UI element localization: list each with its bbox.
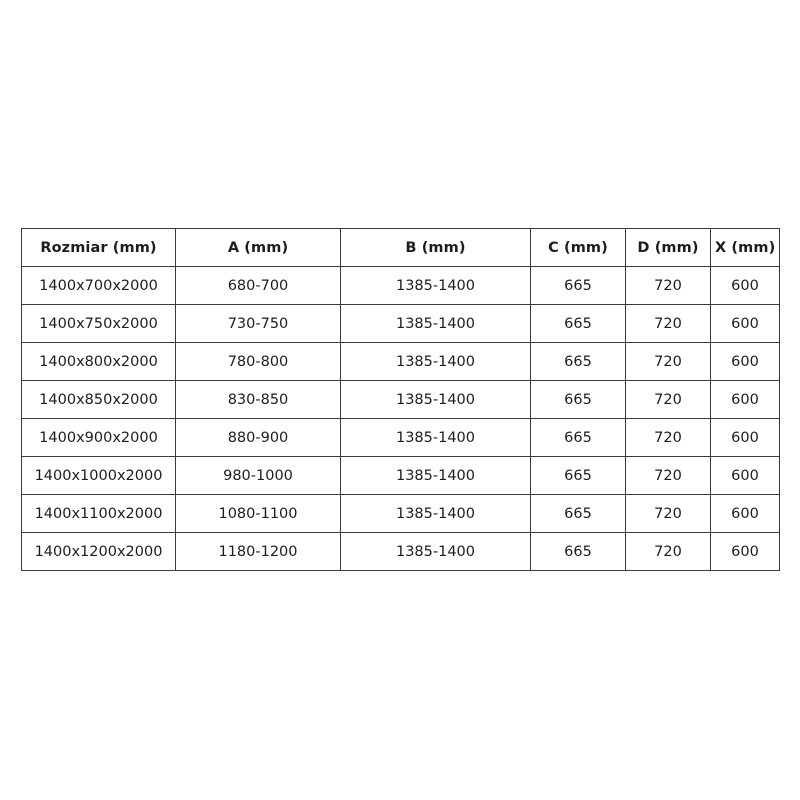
table-row: 1400x1200x2000 1180-1200 1385-1400 665 7…	[21, 532, 780, 571]
table-header-row: Rozmiar (mm) A (mm) B (mm) C (mm) D (mm)…	[21, 228, 780, 267]
cell-x: 600	[710, 532, 780, 571]
cell-c: 665	[530, 380, 626, 419]
cell-c: 665	[530, 304, 626, 343]
cell-c: 665	[530, 456, 626, 495]
column-header-b: B (mm)	[340, 228, 531, 267]
cell-size: 1400x750x2000	[21, 304, 176, 343]
cell-b: 1385-1400	[340, 494, 531, 533]
column-header-a: A (mm)	[175, 228, 341, 267]
column-header-c: C (mm)	[530, 228, 626, 267]
cell-size: 1400x900x2000	[21, 418, 176, 457]
cell-x: 600	[710, 494, 780, 533]
table-row: 1400x700x2000 680-700 1385-1400 665 720 …	[21, 266, 780, 305]
cell-b: 1385-1400	[340, 456, 531, 495]
cell-d: 720	[625, 380, 711, 419]
cell-a: 1080-1100	[175, 494, 341, 533]
table-row: 1400x850x2000 830-850 1385-1400 665 720 …	[21, 380, 780, 419]
cell-c: 665	[530, 342, 626, 381]
cell-x: 600	[710, 418, 780, 457]
cell-b: 1385-1400	[340, 266, 531, 305]
cell-c: 665	[530, 532, 626, 571]
cell-a: 730-750	[175, 304, 341, 343]
column-header-x: X (mm)	[710, 228, 780, 267]
cell-a: 830-850	[175, 380, 341, 419]
cell-size: 1400x1000x2000	[21, 456, 176, 495]
cell-d: 720	[625, 456, 711, 495]
cell-x: 600	[710, 342, 780, 381]
table-row: 1400x750x2000 730-750 1385-1400 665 720 …	[21, 304, 780, 343]
cell-a: 880-900	[175, 418, 341, 457]
table-row: 1400x900x2000 880-900 1385-1400 665 720 …	[21, 418, 780, 457]
table-header: Rozmiar (mm) A (mm) B (mm) C (mm) D (mm)…	[21, 228, 780, 267]
cell-size: 1400x1100x2000	[21, 494, 176, 533]
cell-d: 720	[625, 342, 711, 381]
cell-c: 665	[530, 418, 626, 457]
cell-d: 720	[625, 266, 711, 305]
cell-a: 1180-1200	[175, 532, 341, 571]
cell-size: 1400x850x2000	[21, 380, 176, 419]
cell-d: 720	[625, 304, 711, 343]
cell-d: 720	[625, 418, 711, 457]
table-row: 1400x1000x2000 980-1000 1385-1400 665 72…	[21, 456, 780, 495]
cell-x: 600	[710, 456, 780, 495]
cell-b: 1385-1400	[340, 380, 531, 419]
table-row: 1400x1100x2000 1080-1100 1385-1400 665 7…	[21, 494, 780, 533]
dimensions-table-container: Rozmiar (mm) A (mm) B (mm) C (mm) D (mm)…	[21, 228, 780, 571]
table-row: 1400x800x2000 780-800 1385-1400 665 720 …	[21, 342, 780, 381]
cell-b: 1385-1400	[340, 418, 531, 457]
cell-d: 720	[625, 532, 711, 571]
cell-a: 680-700	[175, 266, 341, 305]
table-body: 1400x700x2000 680-700 1385-1400 665 720 …	[21, 266, 780, 571]
cell-b: 1385-1400	[340, 304, 531, 343]
cell-c: 665	[530, 266, 626, 305]
cell-x: 600	[710, 266, 780, 305]
cell-x: 600	[710, 304, 780, 343]
column-header-d: D (mm)	[625, 228, 711, 267]
column-header-size: Rozmiar (mm)	[21, 228, 176, 267]
dimensions-table: Rozmiar (mm) A (mm) B (mm) C (mm) D (mm)…	[21, 228, 780, 571]
cell-size: 1400x800x2000	[21, 342, 176, 381]
cell-b: 1385-1400	[340, 532, 531, 571]
cell-a: 780-800	[175, 342, 341, 381]
cell-c: 665	[530, 494, 626, 533]
cell-b: 1385-1400	[340, 342, 531, 381]
cell-size: 1400x1200x2000	[21, 532, 176, 571]
cell-a: 980-1000	[175, 456, 341, 495]
cell-size: 1400x700x2000	[21, 266, 176, 305]
cell-d: 720	[625, 494, 711, 533]
cell-x: 600	[710, 380, 780, 419]
